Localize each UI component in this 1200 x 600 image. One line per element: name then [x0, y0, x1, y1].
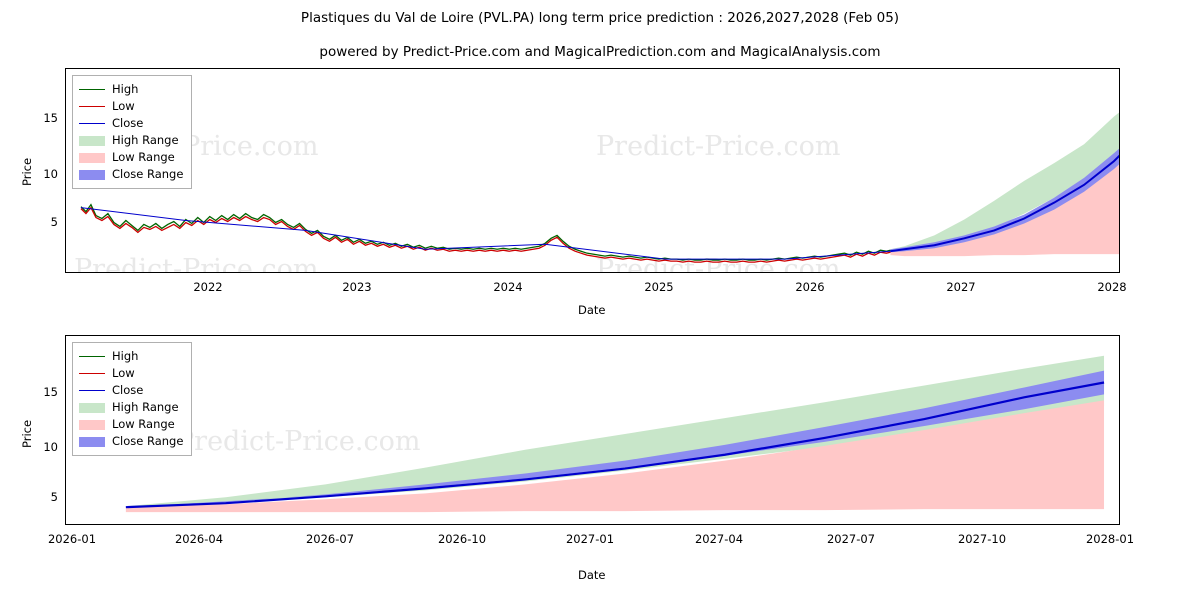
legend-item-high: High — [79, 81, 183, 98]
legend-label-low-range-2: Low Range — [112, 417, 175, 431]
legend-item-low: Low — [79, 98, 183, 115]
legend-item-high-range: High Range — [79, 132, 183, 149]
low-line-historical — [80, 206, 891, 263]
bottom-xtick-7: 2027-07 — [826, 532, 876, 546]
high-range-band-zoom — [125, 355, 1105, 508]
close-line-forecast — [890, 154, 1119, 253]
top-ytick-15: 15 — [43, 111, 58, 125]
legend-label-close-2: Close — [112, 383, 144, 397]
legend-item-close: Close — [79, 115, 183, 132]
legend-key-high — [79, 84, 105, 96]
bottom-xtick-2: 2026-04 — [174, 532, 224, 546]
low-range-band-zoom — [125, 400, 1105, 513]
top-xtick-2024: 2024 — [493, 280, 523, 294]
legend-label-low: Low — [112, 99, 135, 113]
legend-label-low-2: Low — [112, 366, 135, 380]
legend-key-high-range-2 — [79, 402, 105, 414]
legend-label-high-range: High Range — [112, 133, 179, 147]
legend-label-high: High — [112, 82, 139, 96]
legend-key-high-2 — [79, 351, 105, 363]
top-xtick-2023: 2023 — [342, 280, 372, 294]
top-chart-plot — [80, 112, 1119, 263]
legend-item-high-range-2: High Range — [79, 399, 183, 416]
bottom-xtick-8: 2027-10 — [957, 532, 1007, 546]
legend-key-close — [79, 118, 105, 130]
bottom-xtick-1: 2026-01 — [47, 532, 97, 546]
legend-item-high-2: High — [79, 348, 183, 365]
legend-key-low-range — [79, 152, 105, 164]
bottom-xtick-6: 2027-04 — [694, 532, 744, 546]
top-chart-legend: High Low Close High Range Low Range Clos… — [72, 75, 193, 189]
legend-label-high-range-2: High Range — [112, 400, 179, 414]
legend-item-low-range-2: Low Range — [79, 416, 183, 433]
top-xaxis-label: Date — [578, 303, 606, 317]
high-range-band — [890, 112, 1119, 252]
legend-item-close-2: Close — [79, 382, 183, 399]
legend-label-high-2: High — [112, 349, 139, 363]
legend-label-close-range-2: Close Range — [112, 434, 184, 448]
top-xtick-2027: 2027 — [946, 280, 976, 294]
low-range-band — [890, 159, 1119, 257]
top-ytick-5: 5 — [50, 215, 58, 229]
legend-key-high-range — [79, 135, 105, 147]
bottom-ytick-10: 10 — [43, 440, 58, 454]
legend-item-close-range-2: Close Range — [79, 433, 183, 450]
top-xtick-2028: 2028 — [1097, 280, 1127, 294]
legend-label-close-range: Close Range — [112, 167, 184, 181]
bottom-xtick-4: 2026-10 — [437, 532, 487, 546]
close-line-historical — [80, 207, 891, 260]
top-xtick-2026: 2026 — [795, 280, 825, 294]
bottom-ytick-5: 5 — [50, 490, 58, 504]
top-ytick-10: 10 — [43, 167, 58, 181]
legend-key-low-2 — [79, 368, 105, 380]
chart-subtitle: powered by Predict-Price.com and Magical… — [319, 44, 881, 60]
chart-main-title: Plastiques du Val de Loire (PVL.PA) long… — [300, 10, 900, 26]
legend-item-close-range: Close Range — [79, 166, 183, 183]
legend-key-low — [79, 101, 105, 113]
top-xtick-2022: 2022 — [193, 280, 223, 294]
legend-item-low-range: Low Range — [79, 149, 183, 166]
bottom-xtick-3: 2026-07 — [305, 532, 355, 546]
top-chart-panel: Predict-Price.com Predict-Price.com Pred… — [65, 68, 1120, 273]
bottom-xtick-5: 2027-01 — [565, 532, 615, 546]
bottom-chart-plot — [125, 355, 1105, 513]
high-line-historical — [80, 203, 891, 261]
bottom-yaxis-label: Price — [20, 419, 34, 448]
legend-label-close: Close — [112, 116, 144, 130]
close-line-zoom — [125, 381, 1105, 509]
top-xtick-2025: 2025 — [644, 280, 674, 294]
bottom-chart-panel: Predict-Price.com Predict-Price.com High… — [65, 335, 1120, 525]
legend-key-close-range — [79, 169, 105, 181]
legend-item-low-2: Low — [79, 365, 183, 382]
bottom-ytick-15: 15 — [43, 385, 58, 399]
top-yaxis-label: Price — [20, 157, 34, 186]
legend-key-close-range-2 — [79, 436, 105, 448]
legend-label-low-range: Low Range — [112, 150, 175, 164]
bottom-chart-legend: High Low Close High Range Low Range Clos… — [72, 342, 193, 456]
bottom-xtick-9: 2028-01 — [1085, 532, 1135, 546]
legend-key-close-2 — [79, 385, 105, 397]
bottom-xaxis-label: Date — [578, 568, 606, 582]
legend-key-low-range-2 — [79, 419, 105, 431]
